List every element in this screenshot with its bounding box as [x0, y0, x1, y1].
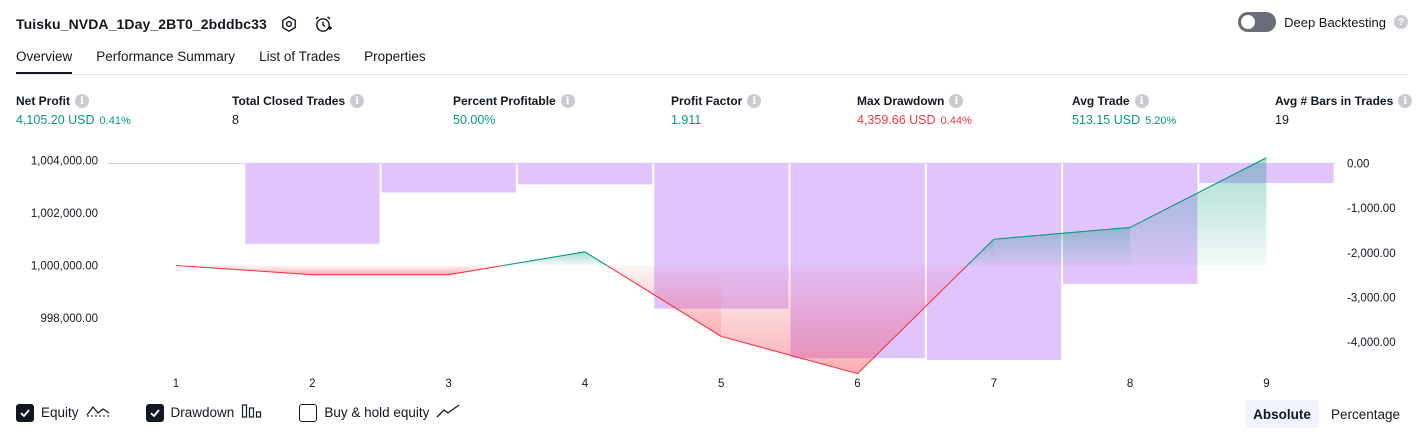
drawdown-bar — [1199, 163, 1334, 184]
legend-label: Buy & hold equity — [324, 405, 430, 420]
x-axis-tick-label: 9 — [1263, 378, 1269, 390]
right-axis-tick-label: 0.00 — [1347, 158, 1369, 170]
right-axis-tick-label: -2,000.00 — [1347, 248, 1396, 260]
x-axis-tick-label: 8 — [1127, 378, 1133, 390]
equity-line — [721, 335, 858, 375]
metric-max-drawdown: Max Drawdown i 4,359.66 USD 0.44% — [857, 94, 972, 127]
metric-value: 19 — [1275, 113, 1289, 127]
metric-label: Avg Trade — [1072, 94, 1130, 108]
metric-avg-trade: Avg Trade i 513.15 USD 5.20% — [1072, 94, 1176, 127]
equity-line-icon — [86, 403, 110, 422]
metric-value: 4,105.20 USD — [16, 113, 95, 127]
metric-total-closed-trades: Total Closed Trades i 8 — [232, 94, 365, 127]
metric-label: Profit Factor — [671, 94, 743, 108]
left-axis-tick-label: 1,002,000.00 — [31, 208, 98, 220]
metric-percent: 0.44% — [940, 115, 972, 127]
x-axis-tick-label: 7 — [991, 378, 997, 390]
equity-line — [503, 251, 585, 267]
equity-drawdown-chart[interactable]: 1,004,000.00 1,002,000.00 1,000,000.00 998,… — [0, 140, 1424, 395]
right-axis-tick-label: -1,000.00 — [1347, 203, 1396, 215]
metric-percent-profitable: Percent Profitable i 50.00% — [453, 94, 575, 127]
equity-line — [606, 265, 722, 337]
x-axis-tick-label: 6 — [854, 378, 860, 390]
info-icon[interactable]: i — [1398, 94, 1413, 108]
x-axis-tick-label: 2 — [309, 378, 315, 390]
legend-drawdown[interactable]: Drawdown — [145, 403, 264, 422]
info-icon[interactable]: i — [747, 94, 762, 108]
info-icon[interactable]: i — [75, 94, 89, 108]
drawdown-bar — [381, 163, 516, 193]
equity-area — [993, 227, 1131, 266]
deep-backtesting: Deep Backtesting ? — [1238, 12, 1408, 32]
legend-label: Equity — [41, 405, 79, 420]
metric-value: 1.911 — [671, 113, 702, 127]
gear-icon[interactable] — [277, 12, 301, 36]
equity-line — [966, 238, 995, 266]
right-axis-tick-label: -4,000.00 — [1347, 337, 1396, 349]
metric-profit-factor: Profit Factor i 1.911 — [671, 94, 762, 127]
equity-area — [721, 265, 858, 374]
buy-hold-line-icon — [436, 403, 460, 422]
equity-area — [312, 265, 449, 275]
buy-hold-checkbox[interactable] — [299, 403, 318, 422]
legend-label: Drawdown — [170, 405, 235, 420]
value-mode-switch: Absolute Percentage — [1245, 400, 1408, 428]
metric-label: Percent Profitable — [453, 94, 556, 108]
equity-line — [584, 251, 608, 266]
help-icon[interactable]: ? — [1394, 15, 1408, 29]
metric-value: 8 — [232, 113, 239, 127]
alarm-clock-icon[interactable] — [311, 12, 335, 36]
info-icon[interactable]: i — [560, 94, 575, 108]
x-axis-tick-label: 1 — [173, 378, 179, 390]
tab-performance-summary[interactable]: Performance Summary — [96, 49, 236, 64]
chart-legend: Equity Drawdown Buy & hold equity — [16, 403, 460, 422]
equity-checkbox[interactable] — [16, 403, 34, 422]
equity-line — [175, 264, 313, 276]
metric-label: Avg # Bars in Trades — [1275, 94, 1394, 108]
metrics-row: Net Profit i 4,105.20 USD 0.41% Total Clos… — [0, 94, 1424, 130]
info-icon[interactable]: i — [1134, 94, 1149, 108]
left-axis-tick-label: 1,000,000.00 — [31, 261, 98, 273]
deep-backtesting-toggle[interactable] — [1238, 12, 1277, 32]
metric-avg-bars-in-trades: Avg # Bars in Trades i 19 — [1275, 94, 1413, 127]
header: Tuisku_NVDA_1Day_2BT0_2bddbc33 — [16, 10, 335, 38]
metric-percent: 0.41% — [99, 115, 131, 127]
equity-area — [1130, 157, 1267, 266]
equity-line — [993, 226, 1131, 240]
left-axis-tick-label: 998,000.00 — [40, 313, 98, 325]
x-axis-tick-label: 4 — [582, 378, 589, 390]
tab-properties[interactable]: Properties — [364, 49, 426, 64]
tab-list-of-trades[interactable]: List of Trades — [259, 49, 341, 64]
info-icon[interactable]: i — [949, 94, 964, 108]
equity-line — [857, 265, 968, 375]
tabs-divider — [16, 74, 1408, 75]
metric-label: Total Closed Trades — [232, 94, 346, 108]
right-axis-tick-label: -3,000.00 — [1347, 292, 1396, 304]
absolute-button[interactable]: Absolute — [1245, 400, 1319, 428]
legend-buy-hold-equity[interactable]: Buy & hold equity — [299, 403, 460, 422]
legend-equity[interactable]: Equity — [16, 403, 110, 422]
equity-line — [1129, 157, 1267, 228]
metric-value: 513.15 USD — [1072, 113, 1141, 127]
metric-label: Net Profit — [16, 94, 70, 108]
left-axis-tick-label: 1,004,000.00 — [31, 156, 98, 168]
x-axis-tick-label: 3 — [445, 378, 451, 390]
metric-value: 4,359.66 USD — [857, 113, 936, 127]
tab-bar: Overview Performance Summary List of Tra… — [16, 46, 426, 75]
metric-percent: 5.20% — [1145, 115, 1177, 127]
percentage-button[interactable]: Percentage — [1330, 406, 1400, 422]
drawdown-bar — [517, 163, 653, 185]
drawdown-bars-icon — [241, 403, 263, 422]
drawdown-checkbox[interactable] — [145, 403, 164, 422]
drawdown-bar — [245, 163, 380, 244]
metric-net-profit: Net Profit i 4,105.20 USD 0.41% — [16, 94, 131, 127]
deep-backtesting-label: Deep Backtesting — [1284, 14, 1386, 30]
x-axis-tick-label: 5 — [718, 378, 724, 390]
equity-line — [448, 264, 504, 276]
metric-label: Max Drawdown — [857, 94, 945, 108]
info-icon[interactable]: i — [350, 94, 365, 108]
tab-overview[interactable]: Overview — [16, 46, 73, 75]
strategy-name: Tuisku_NVDA_1Day_2BT0_2bddbc33 — [16, 16, 267, 32]
metric-value: 50.00% — [453, 113, 496, 127]
